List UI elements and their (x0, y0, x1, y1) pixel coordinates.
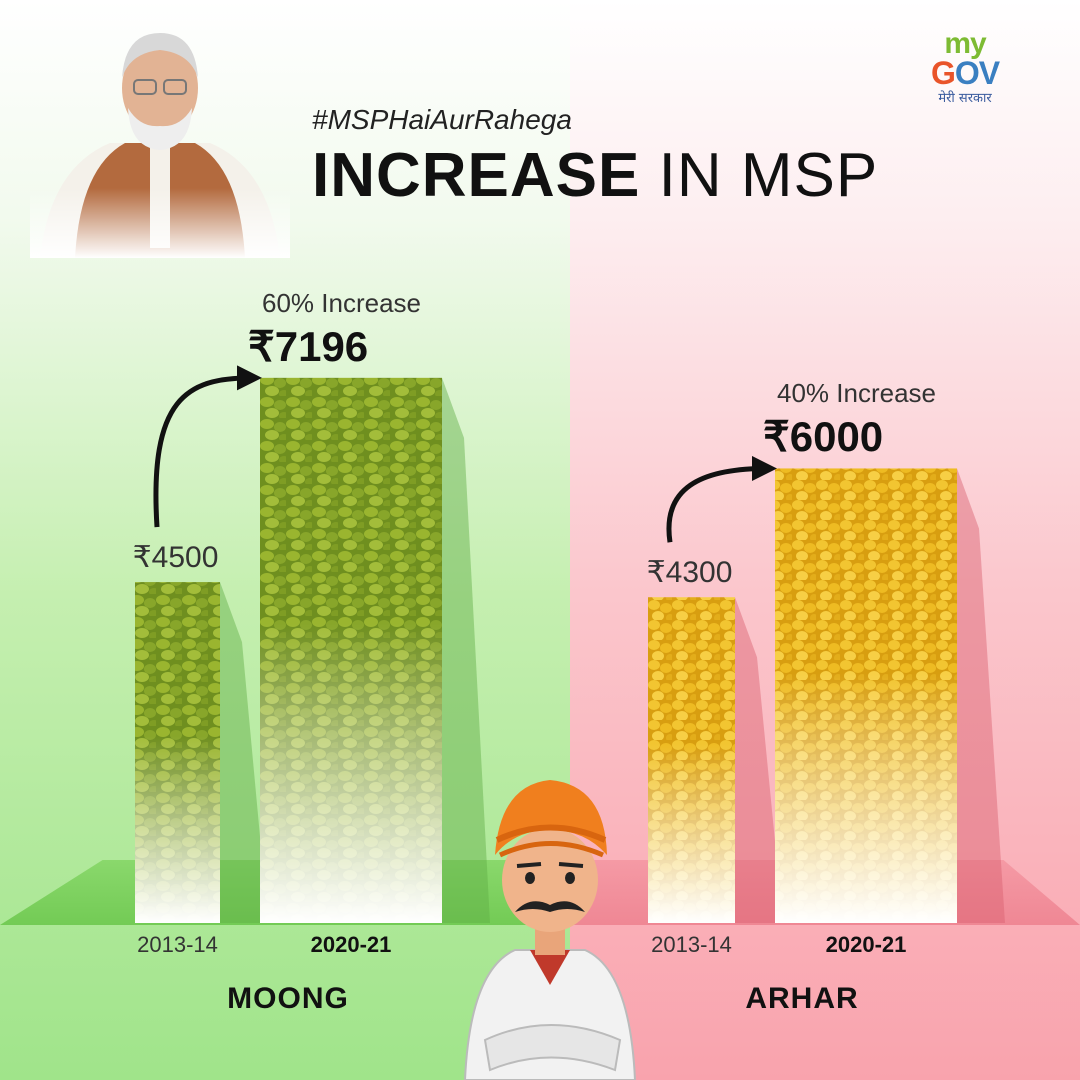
moong-bar-shadow-2013-14 (220, 582, 268, 923)
moong-category-label: MOONG (227, 982, 349, 1015)
arhar-bar-fade-2020-21 (775, 672, 957, 923)
arhar-year-label-1: 2020-21 (825, 932, 907, 957)
arhar-category-label: ARHAR (745, 982, 859, 1015)
arhar-bar-fade-2013-14 (648, 743, 735, 923)
moong-bar-shadow-2020-21 (442, 377, 490, 923)
moong-increase-arrow (153, 365, 262, 528)
arhar-value-old: ₹4300 (646, 556, 733, 590)
portrait-illustration (30, 33, 290, 258)
moong-bar-fade-2013-14 (135, 735, 220, 923)
arhar-bar-shadow-2013-14 (735, 597, 783, 923)
farmer-illustration (463, 780, 637, 1080)
mygov-logo: my GOV मेरी सरकार (930, 27, 1000, 107)
arhar-percent-increase: 40% Increase (777, 378, 936, 409)
arhar-bar-shadow-2020-21 (957, 468, 1005, 923)
moong-percent-increase: 60% Increase (262, 287, 421, 318)
moong-value-old: ₹4500 (132, 541, 219, 575)
moong-bar-fade-2020-21 (260, 623, 442, 923)
hashtag: #MSPHaiAurRahega (312, 104, 572, 135)
moong-value-new: ₹7196 (248, 322, 369, 370)
arhar-year-label-0: 2013-14 (651, 932, 732, 957)
moong-year-label-0: 2013-14 (137, 932, 218, 957)
arhar-increase-arrow (666, 455, 777, 543)
moong-year-label-1: 2020-21 (310, 932, 392, 957)
page-title: INCREASE IN MSP (312, 141, 879, 210)
arhar-value-new: ₹6000 (763, 413, 884, 461)
